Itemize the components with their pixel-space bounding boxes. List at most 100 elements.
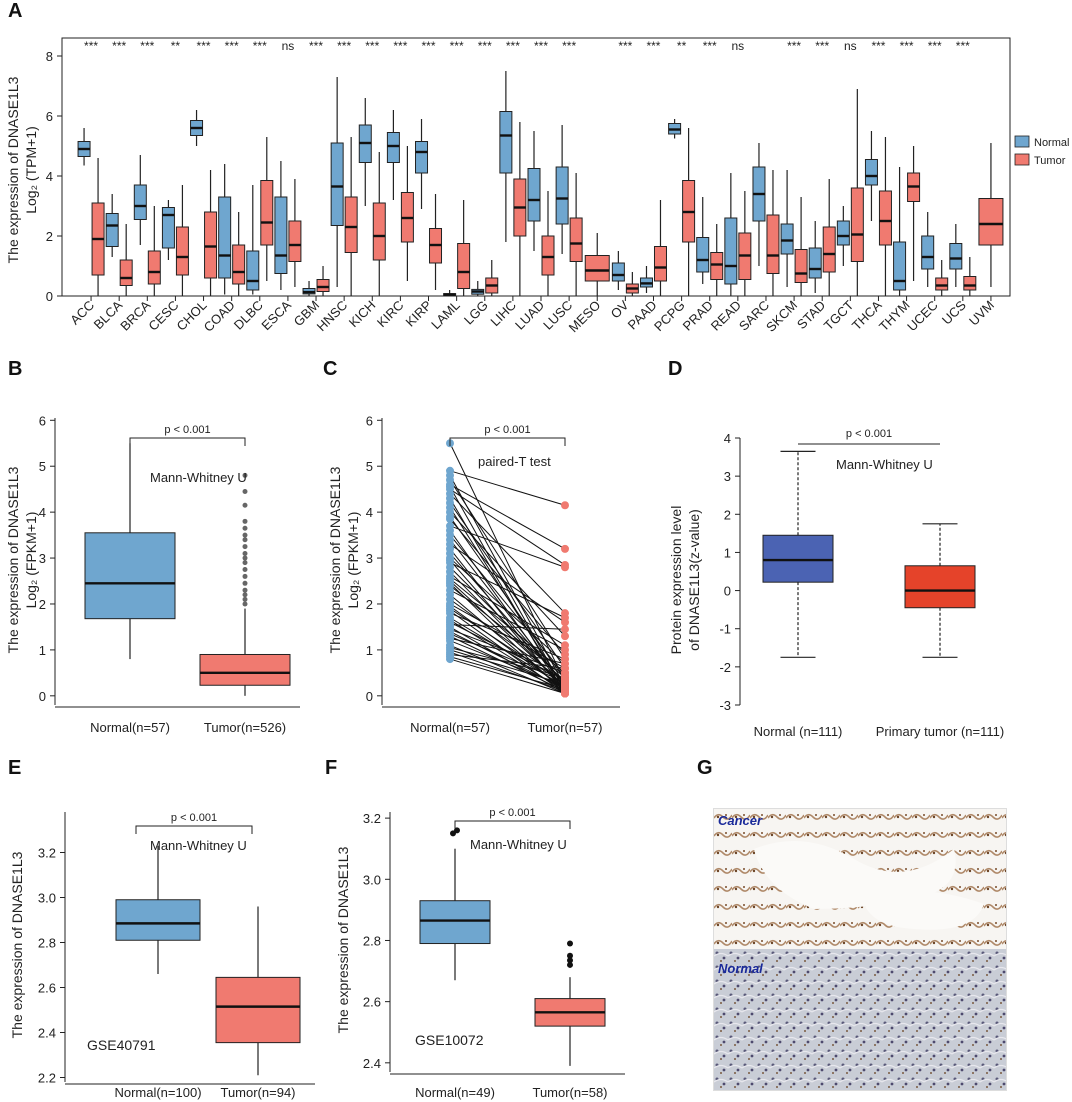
a-tumor-lusc-box <box>569 217 583 262</box>
a-tumor-prad-box <box>710 252 724 280</box>
chart-a: 0 2 4 6 8 The expression of DNASE1L3 Log₂ (TPM… <box>5 37 1069 336</box>
a-normal-ov-box <box>611 262 625 282</box>
a-significance-dlbc: *** <box>253 39 267 53</box>
e-y-tick-label: 3.2 <box>38 846 56 861</box>
c-pair-line <box>449 470 566 506</box>
a-significance-cesc: ** <box>171 39 181 53</box>
a-significance-ucec: *** <box>928 39 942 53</box>
e-x-tick-label: Tumor(n=94) <box>220 1085 295 1100</box>
c-y-tick-label: 5 <box>366 459 373 474</box>
c-test-label: paired-T test <box>478 454 551 469</box>
b-y-tick-label: 4 <box>39 505 46 520</box>
a-tumor-coad-box <box>232 244 246 285</box>
a-x-tick-label: LGG <box>461 298 491 328</box>
a-x-tick-label: UCS <box>939 297 969 327</box>
b-tumor-outlier <box>242 596 248 602</box>
b-y-label-1: The expression of DNASE1L3 <box>5 466 21 653</box>
b-tumor-outlier <box>242 518 248 524</box>
c-pair-line <box>449 658 566 694</box>
d-y-tick-label: 1 <box>724 545 731 560</box>
a-significance-kich: *** <box>365 39 379 53</box>
b-tumor-outlier <box>242 502 248 508</box>
c-pair-line <box>449 566 566 683</box>
c-y-tick-label: 3 <box>366 551 373 566</box>
a-x-tick-label: PRAD <box>680 298 716 334</box>
a-significance-blca: *** <box>112 39 126 53</box>
f-x-tick-label: Tumor(n=58) <box>532 1085 607 1100</box>
a-x-tick-label: UCEC <box>904 298 941 335</box>
b-test-label: Mann-Whitney U <box>150 470 247 485</box>
d-y-tick-label: -2 <box>719 660 731 675</box>
a-x-tick-label: THYM <box>876 298 913 335</box>
b-tumor-outlier <box>242 472 248 478</box>
a-tumor-esca-box <box>288 220 302 262</box>
c-tumor-point <box>561 664 569 673</box>
c-tumor-point <box>561 544 569 553</box>
a-significance-hnsc: *** <box>337 39 351 53</box>
d-y-tick-label: 4 <box>724 431 731 446</box>
c-pair-line <box>449 543 566 623</box>
ihc-image: Cancer Normal <box>713 808 1007 1091</box>
f-y-tick-label: 3.2 <box>363 811 381 826</box>
f-y-tick-label: 2.6 <box>363 995 381 1010</box>
a-normal-kirp-box <box>415 141 429 174</box>
a-significance-thca: *** <box>871 39 885 53</box>
d-y-tick-label: 0 <box>724 584 731 599</box>
d-tumor-box <box>904 565 976 609</box>
c-tumor-point <box>561 563 569 572</box>
c-pair-line <box>449 598 566 683</box>
c-pair-line <box>449 649 566 685</box>
a-significance-read: ns <box>732 39 745 53</box>
f-y-label-1: The expression of DNASE1L3 <box>335 846 351 1033</box>
c-tumor-point <box>561 673 569 682</box>
c-tumor-point <box>561 689 569 698</box>
a-x-tick-label: COAD <box>201 298 238 335</box>
a-x-tick-label: MESO <box>566 298 604 336</box>
a-significance-brca: *** <box>140 39 154 53</box>
a-significance-thym: *** <box>900 39 914 53</box>
e-y-tick-label: 2.8 <box>38 936 56 951</box>
c-pair-line <box>449 484 566 550</box>
a-significance-paad: *** <box>646 39 660 53</box>
c-pair-line <box>449 647 566 678</box>
a-normal-brca-box <box>133 184 147 220</box>
f-tumor-outlier <box>567 952 573 959</box>
a-tumor-laml-box <box>457 243 471 289</box>
a-significance-lgg: *** <box>478 39 492 53</box>
a-tumor-paad-box <box>653 246 667 282</box>
c-pair-line <box>449 585 566 678</box>
a-y-tick-label: 4 <box>46 169 53 184</box>
a-x-tick-label: CESC <box>145 298 181 334</box>
a-tumor-chol-box <box>204 211 218 279</box>
b-y-tick-label: 1 <box>39 643 46 658</box>
panel-label-e: E <box>8 757 22 779</box>
c-pair-line <box>449 502 566 669</box>
e-y-tick-label: 2.6 <box>38 981 56 996</box>
f-test-label: Mann-Whitney U <box>470 837 567 852</box>
a-legend-label-tumor: Tumor <box>1034 155 1066 167</box>
ihc-normal-tissue <box>714 949 1006 1090</box>
c-pair-line <box>449 443 566 683</box>
c-y-tick-label: 1 <box>366 643 373 658</box>
panel-label-d: D <box>668 358 683 380</box>
b-p-value: p < 0.001 <box>164 424 210 436</box>
f-tumor-outlier <box>567 940 573 947</box>
a-tumor-blca-box <box>119 259 133 286</box>
a-normal-esca-box <box>274 196 288 274</box>
a-significance-esca: ns <box>282 39 295 53</box>
a-normal-read-box <box>724 217 738 285</box>
a-x-tick-label: READ <box>708 298 744 334</box>
a-legend-swatch-tumor <box>1014 153 1030 166</box>
c-p-value: p < 0.001 <box>484 424 530 436</box>
c-tumor-point <box>561 613 569 622</box>
c-pair-line <box>449 562 566 619</box>
chart-f: 2.4 2.6 2.8 3.0 3.2 The expression of DNASE1L… <box>335 807 625 1100</box>
ihc-normal-label: Normal <box>718 961 763 976</box>
c-pair-line <box>449 624 566 630</box>
a-y-tick-label: 0 <box>46 289 53 304</box>
f-normal-box <box>419 900 491 945</box>
d-y-tick-label: -3 <box>719 698 731 713</box>
b-tumor-outlier <box>242 532 248 538</box>
a-significance-skcm: *** <box>787 39 801 53</box>
